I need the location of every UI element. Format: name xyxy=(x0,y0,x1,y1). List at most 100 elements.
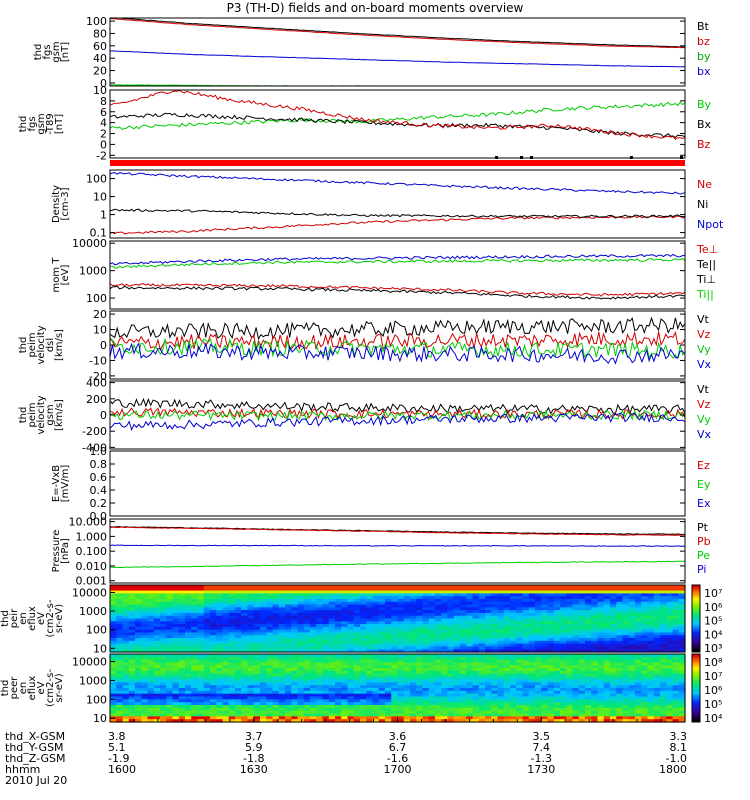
spectrogram-cell xyxy=(297,590,305,594)
spectrogram-cell xyxy=(228,593,236,597)
spectrogram-cell xyxy=(110,598,117,603)
spectrogram-cell xyxy=(210,699,217,703)
spectrogram-cell xyxy=(616,643,624,648)
series-Ti-line xyxy=(110,253,685,266)
spectrogram-cell xyxy=(485,643,492,648)
spectrogram-cell xyxy=(303,598,311,603)
spectrogram-cell xyxy=(210,716,217,720)
spectrogram-cell xyxy=(478,673,486,678)
spectrogram-cell xyxy=(528,638,536,642)
spectrogram-cell xyxy=(253,593,261,597)
spectrogram-cell xyxy=(116,688,124,692)
spectrogram-cell xyxy=(660,640,667,645)
spectrogram-cell xyxy=(197,679,205,683)
spectrogram-cell xyxy=(516,624,524,628)
ytick-label: -400 xyxy=(82,441,107,454)
spectrogram-cell xyxy=(391,707,399,712)
spectrogram-cell xyxy=(397,699,405,703)
ylabel-line: [nT] xyxy=(60,42,71,62)
spectrogram-cell xyxy=(122,668,130,672)
spectrogram-cell xyxy=(478,618,486,622)
spectrogram-cell xyxy=(203,676,211,681)
spectrogram-cell xyxy=(266,643,274,648)
spectrogram-cell xyxy=(335,649,342,653)
spectrogram-cell xyxy=(135,693,142,698)
spectrogram-cell xyxy=(410,673,417,678)
spectrogram-cell xyxy=(603,679,611,683)
spectrogram-cell xyxy=(310,607,317,611)
spectrogram-cell xyxy=(297,604,305,608)
spectrogram-cell xyxy=(516,632,524,636)
spectrogram-cell xyxy=(666,688,674,692)
spectrogram-cell xyxy=(585,671,592,675)
spectrogram-cell xyxy=(316,615,324,620)
spectrogram-cell xyxy=(153,654,161,658)
spectrogram-cell xyxy=(491,702,499,706)
spectrogram-cell xyxy=(241,604,249,608)
spectrogram-cell xyxy=(566,671,574,675)
spectrogram-cell xyxy=(216,598,224,603)
spectrogram-cell xyxy=(516,604,524,608)
spectrogram-cell xyxy=(110,638,117,642)
legend-Vz: Vz xyxy=(697,398,711,411)
spectrogram-cell xyxy=(403,705,411,709)
spectrogram-cell xyxy=(503,587,511,592)
spectrogram-cell xyxy=(135,590,142,594)
spectrogram-cell xyxy=(528,590,536,594)
spectrogram-cell xyxy=(178,710,186,715)
spectrogram-cell xyxy=(628,679,636,683)
spectrogram-cell xyxy=(591,710,599,715)
spectrogram-cell xyxy=(291,702,299,706)
spectrogram-cell xyxy=(647,710,655,715)
z-gsm-value: -1.0 xyxy=(666,752,687,765)
spectrogram-cell xyxy=(397,649,405,653)
spectrogram-cell xyxy=(335,699,342,703)
spectrogram-cell xyxy=(578,707,586,712)
spectrogram-cell xyxy=(453,632,461,636)
spectrogram-cell xyxy=(360,702,367,706)
spectrogram-cell xyxy=(147,699,155,703)
spectrogram-cell xyxy=(135,587,142,592)
spectrogram-cell xyxy=(328,707,336,712)
spectrogram-cell xyxy=(635,719,642,723)
spectrogram-cell xyxy=(666,665,674,669)
spectrogram-cell xyxy=(472,673,480,678)
spectrogram-cell xyxy=(535,640,542,645)
spectrogram-cell xyxy=(285,676,292,681)
spectrogram-cell xyxy=(116,668,124,672)
spectrogram-cell xyxy=(335,662,342,666)
spectrogram-cell xyxy=(672,638,680,642)
spectrogram-cell xyxy=(466,626,474,631)
spectrogram-cell xyxy=(341,654,349,658)
spectrogram-cell xyxy=(297,671,305,675)
spectrogram-cell xyxy=(278,668,286,672)
colorbar-segment xyxy=(692,654,700,657)
spectrogram-cell xyxy=(535,690,542,695)
spectrogram-cell xyxy=(285,596,292,600)
spectrogram-cell xyxy=(416,673,424,678)
spectrogram-cell xyxy=(241,621,249,625)
colorbar-segment xyxy=(692,719,700,723)
spectrogram-cell xyxy=(341,662,349,666)
spectrogram-cell xyxy=(128,624,136,628)
spectrogram-cell xyxy=(166,607,174,611)
spectrogram-cell xyxy=(578,662,586,666)
spectrogram-cell xyxy=(241,654,249,658)
spectrogram-cell xyxy=(160,646,167,650)
spectrogram-cell xyxy=(453,638,461,642)
spectrogram-cell xyxy=(185,624,192,628)
spectrogram-cell xyxy=(628,682,636,686)
spectrogram-cell xyxy=(128,671,136,675)
spectrogram-cell xyxy=(241,656,249,661)
ylabel-line: peer xyxy=(9,676,20,700)
spectrogram-cell xyxy=(622,705,630,709)
colorbar-segment xyxy=(692,658,700,662)
spectrogram-cell xyxy=(153,676,161,681)
spectrogram-cell xyxy=(510,646,517,650)
spectrogram-cell xyxy=(603,624,611,628)
spectrogram-cell xyxy=(378,713,386,717)
spectrogram-cell xyxy=(210,640,217,645)
spectrogram-cell xyxy=(178,596,186,600)
spectrogram-cell xyxy=(510,682,517,686)
ylabel-line: Density xyxy=(51,185,62,223)
